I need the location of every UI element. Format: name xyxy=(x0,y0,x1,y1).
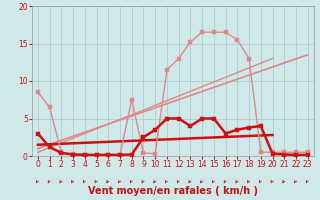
X-axis label: Vent moyen/en rafales ( km/h ): Vent moyen/en rafales ( km/h ) xyxy=(88,186,258,196)
